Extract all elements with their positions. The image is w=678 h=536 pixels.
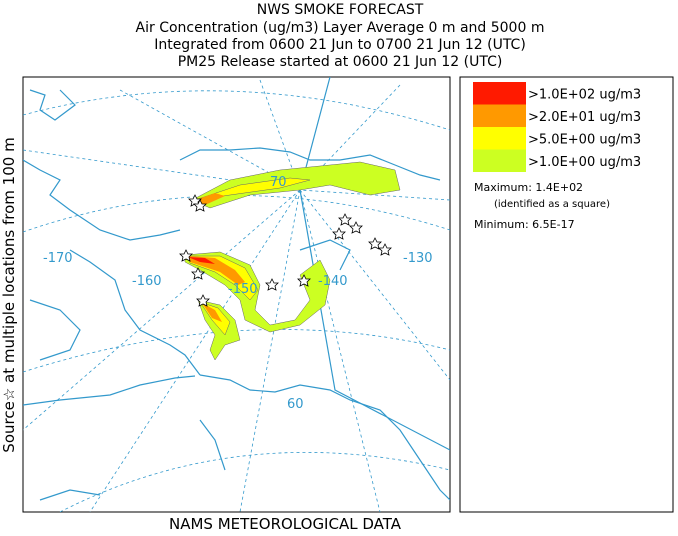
map-label: 60 (287, 397, 304, 412)
map-label: -150 (228, 282, 258, 297)
map: -170 -160 -150 -140 -130 70 60 (22, 76, 451, 513)
side-label: Source☆ at multiple locations from 100 m (0, 137, 18, 452)
legend-swatch (473, 104, 526, 127)
legend-label: >1.0E+00 ug/m3 (528, 155, 641, 170)
map-label: -140 (318, 274, 348, 289)
legend-minimum: Minimum: 6.5E-17 (474, 218, 575, 231)
subtitle: Integrated from 0600 21 Jun to 0700 21 J… (154, 37, 526, 53)
legend-label: >5.0E+00 ug/m3 (528, 132, 641, 147)
coastline (23, 77, 450, 501)
legend-swatch (473, 82, 526, 105)
legend-label: >2.0E+01 ug/m3 (528, 110, 641, 125)
legend-label: >1.0E+02 ug/m3 (528, 87, 641, 102)
title: NWS SMOKE FORECAST (257, 2, 424, 18)
legend-swatch (473, 149, 526, 172)
footer: NAMS METEOROLOGICAL DATA (169, 515, 402, 532)
legend-max-note: (identified as a square) (494, 199, 610, 210)
subtitle: Air Concentration (ug/m3) Layer Average … (136, 20, 545, 36)
legend-swatch (473, 127, 526, 150)
legend-maximum: Maximum: 1.4E+02 (474, 181, 583, 194)
map-label: 70 (270, 175, 287, 190)
graticule (23, 79, 450, 512)
smoke-plumes (184, 161, 401, 361)
sources (179, 194, 392, 307)
map-area: -170 -160 -150 -140 -130 70 60 (23, 77, 450, 512)
map-label: -170 (43, 251, 73, 266)
subtitle: PM25 Release started at 0600 21 Jun 12 (… (178, 54, 503, 70)
legend: Maximum: 1.4E+02 (identified as a square… (459, 76, 674, 513)
map-label: -160 (132, 274, 162, 289)
map-label: -130 (403, 251, 433, 266)
